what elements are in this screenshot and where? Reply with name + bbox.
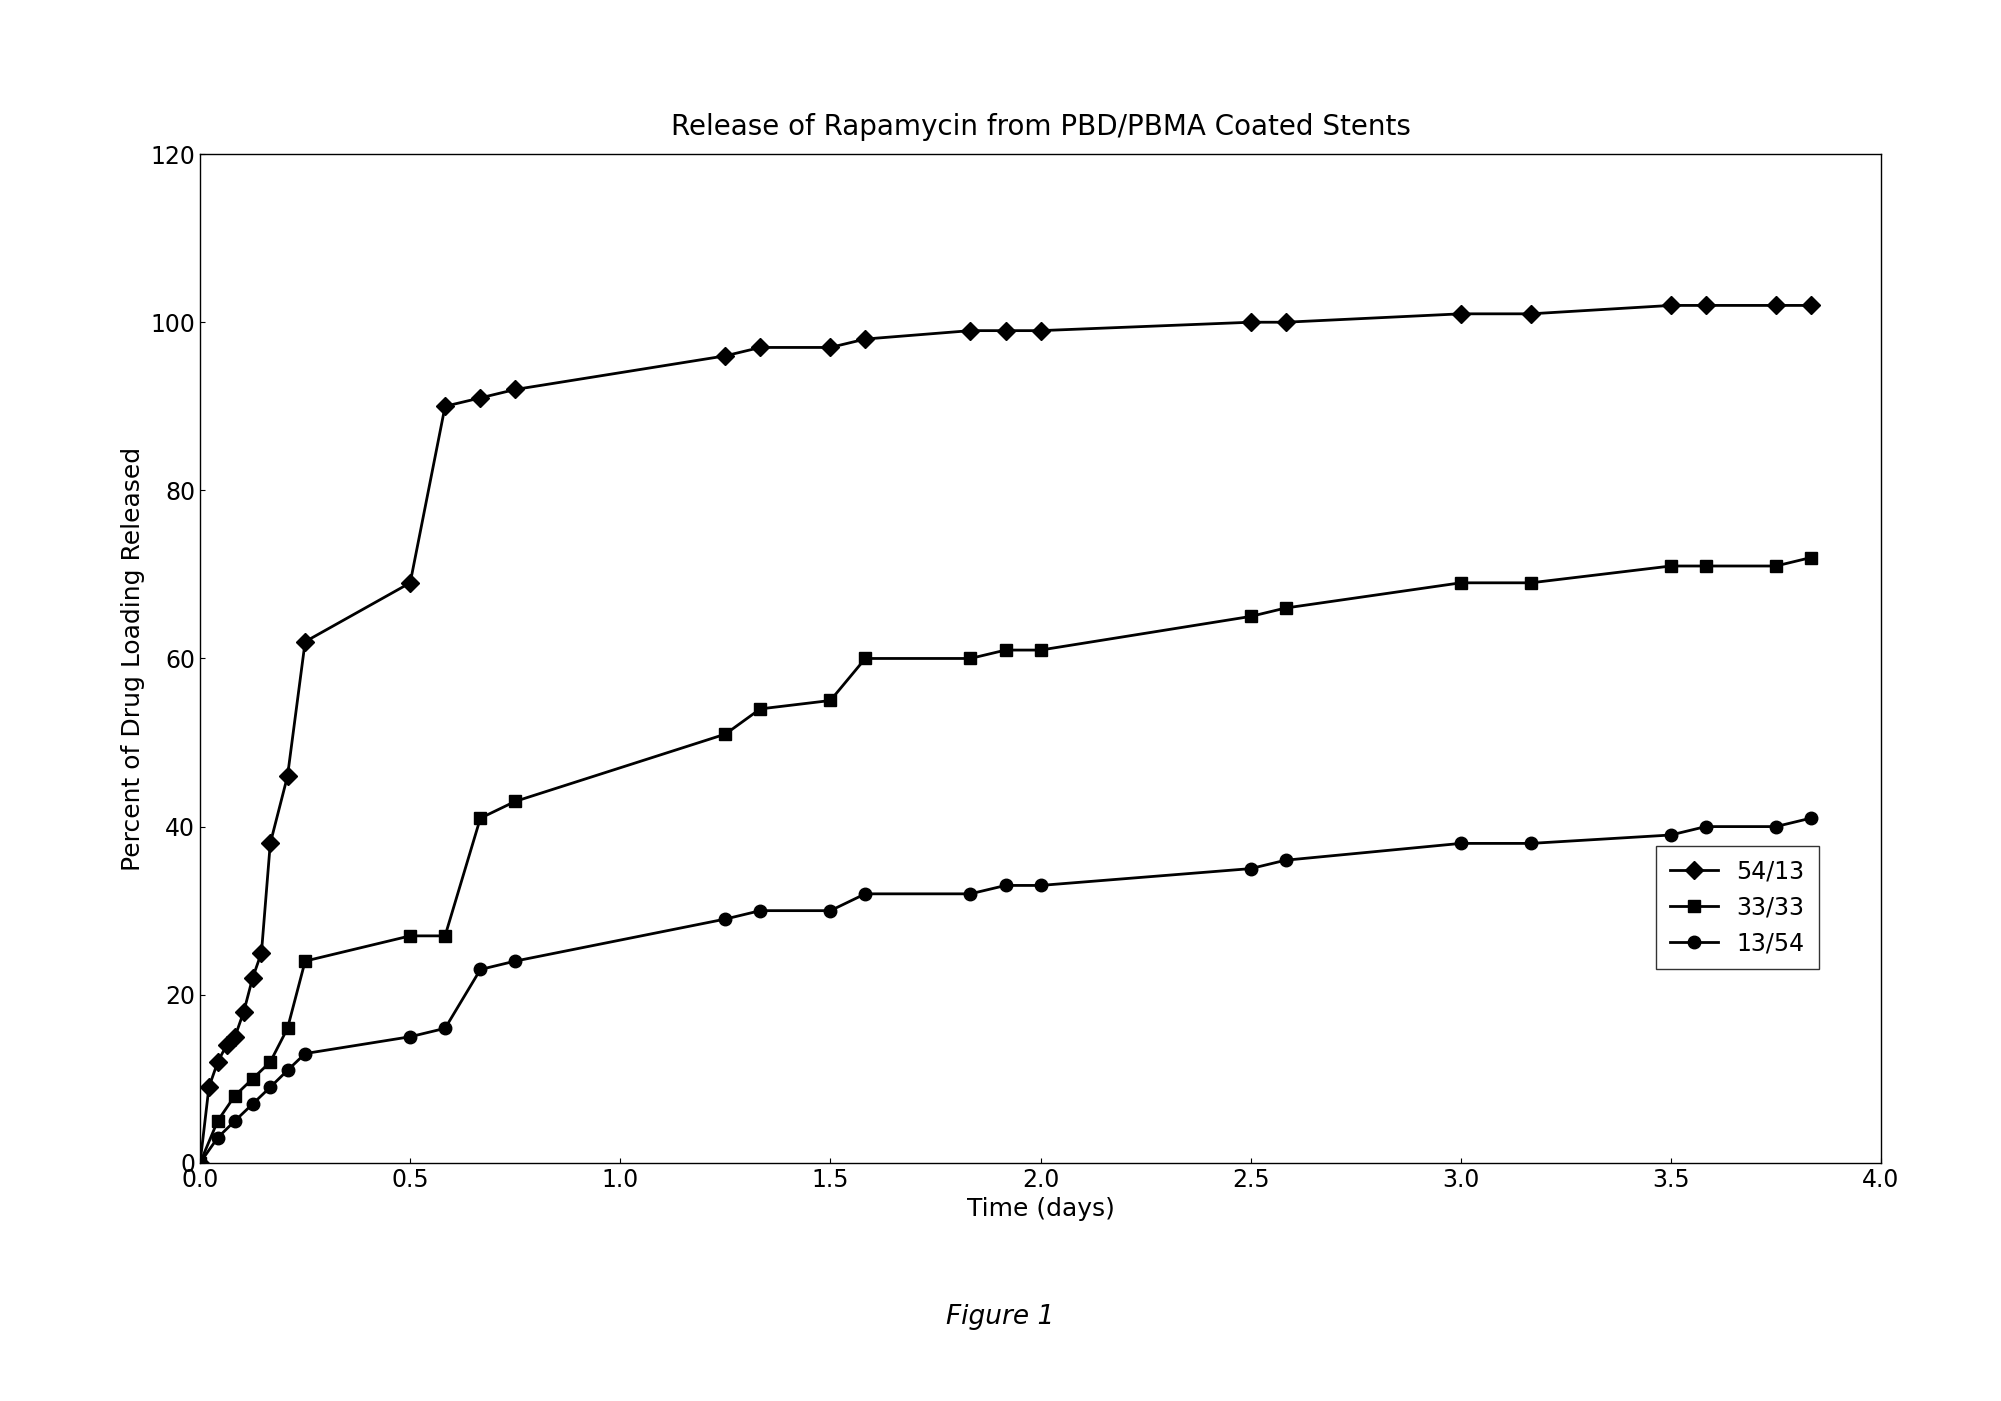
13/54 (1799, 810, 1823, 827)
13/54 (468, 961, 492, 978)
33/33 (1659, 558, 1683, 574)
33/33 (206, 1112, 230, 1129)
33/33 (958, 650, 982, 667)
54/13 (206, 1054, 230, 1070)
54/13 (294, 633, 318, 650)
Y-axis label: Percent of Drug Loading Released: Percent of Drug Loading Released (120, 447, 144, 870)
54/13 (852, 331, 876, 347)
13/54 (994, 877, 1019, 894)
54/13 (188, 1154, 212, 1171)
13/54 (206, 1129, 230, 1146)
33/33 (714, 726, 738, 743)
54/13 (258, 835, 282, 852)
54/13 (1659, 297, 1683, 314)
13/54 (504, 953, 528, 969)
54/13 (1519, 305, 1543, 322)
54/13 (250, 944, 274, 961)
54/13 (232, 1003, 256, 1020)
33/33 (1799, 549, 1823, 566)
33/33 (398, 927, 422, 944)
13/54 (276, 1062, 300, 1079)
33/33 (468, 810, 492, 827)
54/13 (1273, 314, 1297, 331)
54/13 (398, 574, 422, 591)
54/13 (1765, 297, 1789, 314)
54/13 (1239, 314, 1263, 331)
33/33 (504, 793, 528, 810)
54/13 (196, 1079, 220, 1096)
13/54 (222, 1112, 246, 1129)
54/13 (818, 339, 842, 356)
54/13 (994, 322, 1019, 339)
13/54 (1519, 835, 1543, 852)
13/54 (1273, 852, 1297, 869)
54/13 (714, 347, 738, 364)
54/13 (276, 768, 300, 785)
Line: 33/33: 33/33 (194, 552, 1817, 1168)
33/33 (1029, 642, 1053, 658)
54/13 (1693, 297, 1717, 314)
13/54 (294, 1045, 318, 1062)
33/33 (1519, 574, 1543, 591)
13/54 (714, 911, 738, 927)
13/54 (188, 1154, 212, 1171)
33/33 (748, 700, 772, 717)
13/54 (398, 1028, 422, 1045)
13/54 (852, 885, 876, 902)
13/54 (1029, 877, 1053, 894)
33/33 (1693, 558, 1717, 574)
Title: Release of Rapamycin from PBD/PBMA Coated Stents: Release of Rapamycin from PBD/PBMA Coate… (670, 112, 1411, 140)
Text: Figure 1: Figure 1 (946, 1304, 1055, 1330)
13/54 (1693, 818, 1717, 835)
Legend: 54/13, 33/33, 13/54: 54/13, 33/33, 13/54 (1657, 846, 1819, 969)
33/33 (240, 1070, 264, 1087)
33/33 (852, 650, 876, 667)
54/13 (504, 381, 528, 398)
33/33 (432, 927, 456, 944)
33/33 (222, 1087, 246, 1104)
13/54 (818, 902, 842, 919)
13/54 (258, 1079, 282, 1096)
54/13 (432, 398, 456, 415)
33/33 (276, 1020, 300, 1037)
33/33 (994, 642, 1019, 658)
Line: 54/13: 54/13 (194, 300, 1817, 1168)
54/13 (1799, 297, 1823, 314)
33/33 (1239, 608, 1263, 625)
33/33 (258, 1054, 282, 1070)
13/54 (432, 1020, 456, 1037)
X-axis label: Time (days): Time (days) (966, 1198, 1115, 1222)
33/33 (294, 953, 318, 969)
13/54 (1239, 860, 1263, 877)
54/13 (240, 969, 264, 986)
33/33 (1273, 600, 1297, 616)
13/54 (1659, 827, 1683, 843)
Line: 13/54: 13/54 (194, 813, 1817, 1168)
13/54 (958, 885, 982, 902)
54/13 (1449, 305, 1473, 322)
33/33 (1765, 558, 1789, 574)
13/54 (748, 902, 772, 919)
54/13 (214, 1037, 238, 1054)
54/13 (1029, 322, 1053, 339)
54/13 (468, 389, 492, 406)
13/54 (1449, 835, 1473, 852)
54/13 (222, 1028, 246, 1045)
13/54 (1765, 818, 1789, 835)
54/13 (958, 322, 982, 339)
33/33 (818, 692, 842, 709)
33/33 (188, 1154, 212, 1171)
13/54 (240, 1096, 264, 1112)
54/13 (748, 339, 772, 356)
33/33 (1449, 574, 1473, 591)
